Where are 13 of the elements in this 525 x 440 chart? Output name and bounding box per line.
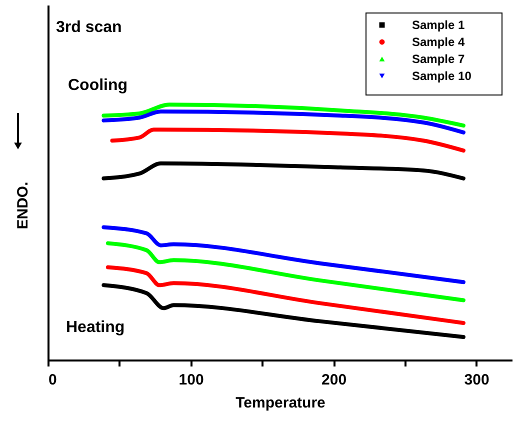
text: 3rd scan xyxy=(56,19,122,36)
legend-label: Sample 1 xyxy=(412,18,466,32)
x-tick-label: 0 xyxy=(48,372,57,388)
x-tick-label: 200 xyxy=(322,372,347,388)
x-axis-title: Temperature xyxy=(236,394,326,412)
y-axis-title: ENDO. xyxy=(14,182,32,230)
legend-label: Sample 4 xyxy=(412,35,466,49)
x-tick-label: 300 xyxy=(464,372,490,388)
legend-label: Sample 10 xyxy=(412,69,472,83)
legend-label: Sample 7 xyxy=(412,52,466,66)
annotation: Heating xyxy=(66,319,125,336)
text: Cooling xyxy=(68,77,128,94)
x-tick-label: 100 xyxy=(178,372,204,388)
